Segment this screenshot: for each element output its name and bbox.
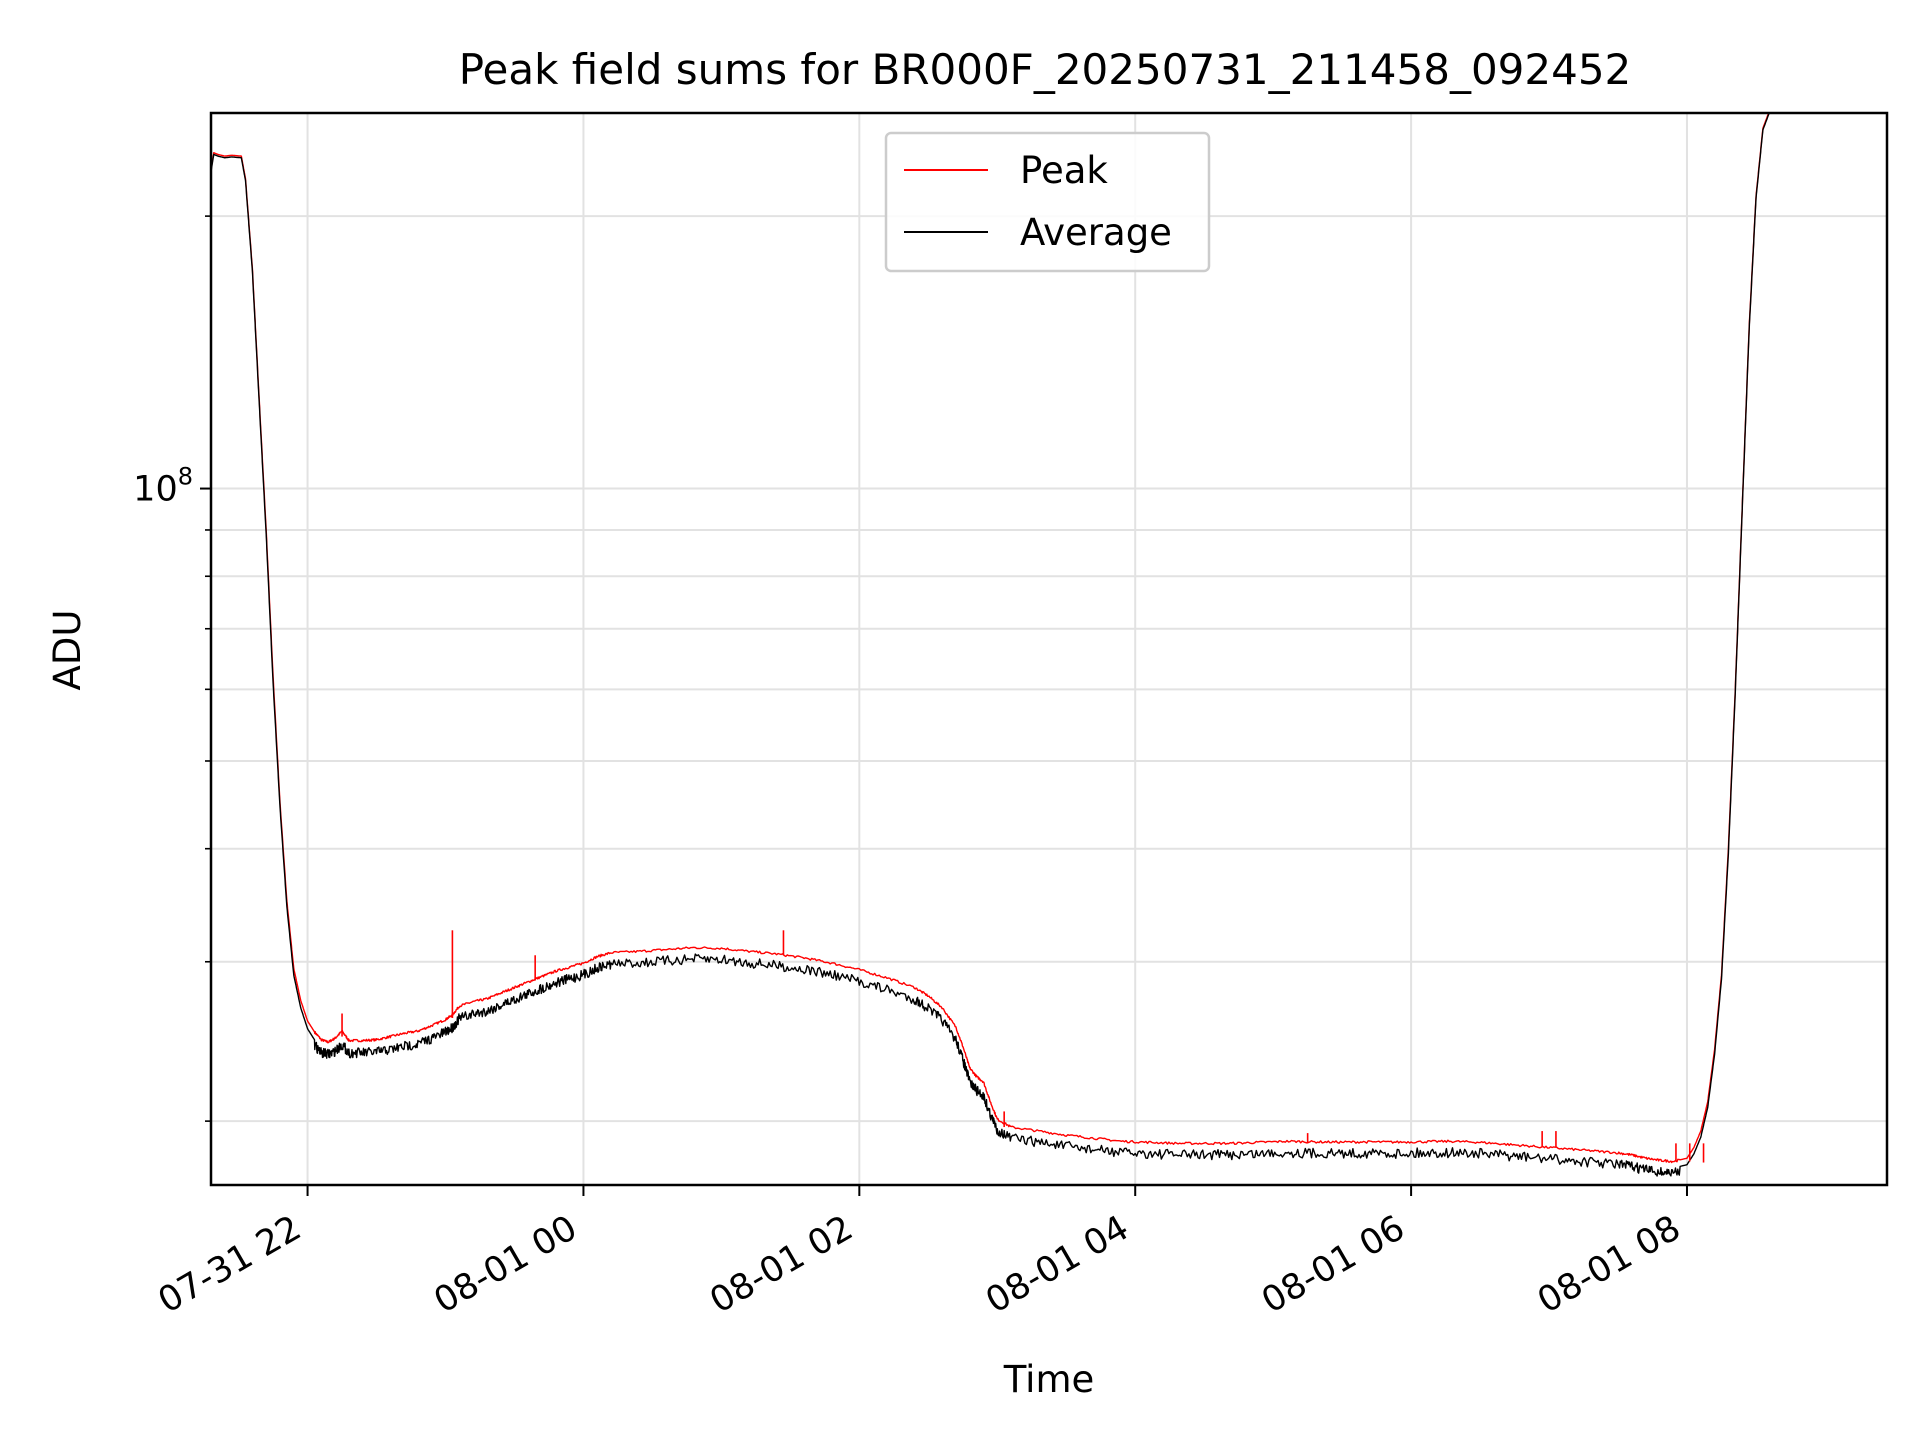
legend: Peak Average: [884, 131, 1211, 273]
grid: [211, 113, 1887, 1185]
axes-frame: [209, 111, 1889, 1187]
x-tick-label: 08-01 08: [1531, 1208, 1687, 1321]
legend-label-average: Average: [1020, 211, 1172, 254]
y-axis: 108: [133, 215, 211, 1122]
x-axis-label: Time: [1003, 1358, 1095, 1401]
y-tick-label: 108: [133, 463, 193, 510]
y-axis-label: ADU: [46, 610, 89, 691]
legend-label-peak: Peak: [1020, 149, 1108, 192]
x-tick-label: 08-01 02: [704, 1208, 860, 1321]
series-line-peak: [211, 113, 1770, 1164]
plot-area: [211, 113, 1770, 1177]
x-tick-label: 08-01 04: [979, 1208, 1135, 1321]
chart-title: Peak field sums for BR000F_20250731_2114…: [459, 45, 1632, 94]
x-tick-label: 08-01 06: [1255, 1208, 1411, 1321]
x-tick-label: 08-01 00: [428, 1208, 584, 1321]
legend-box: [884, 131, 1211, 273]
series-line-average: [211, 113, 1770, 1177]
x-axis: 07-31 22 08-01 00 08-01 02 08-01 04 08-01 06…: [152, 1185, 1688, 1321]
x-tick-label: 07-31 22: [152, 1208, 308, 1321]
